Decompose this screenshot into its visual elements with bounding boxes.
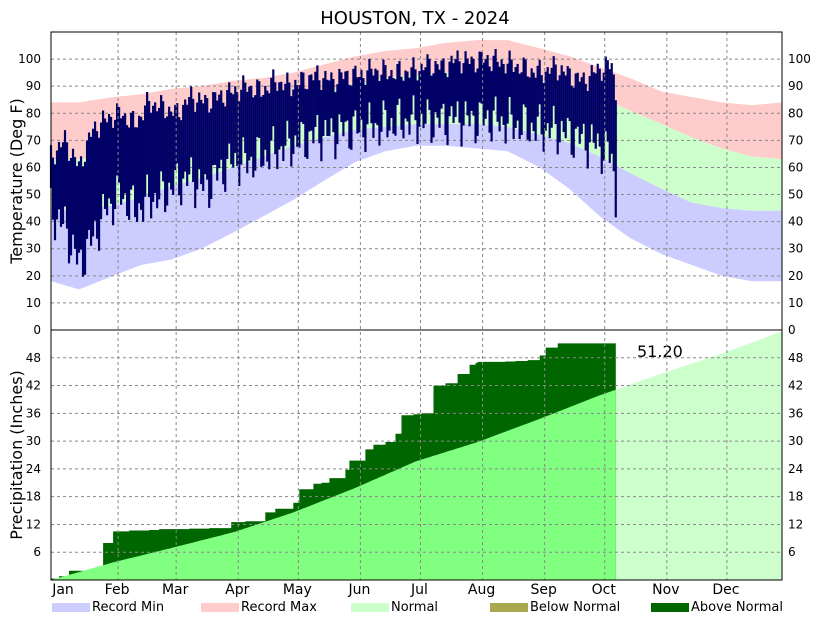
temperature-tick-label-right: 40: [788, 215, 803, 229]
temperature-tick-label-right: 100: [788, 52, 811, 66]
temperature-axis-label: Temperature (Deg F): [7, 98, 26, 265]
legend: Record Min Record Max Normal Below Normal Ab…: [52, 600, 783, 615]
temperature-tick-label-left: 0: [33, 323, 41, 337]
precipitation-tick-label-left: 12: [26, 517, 41, 531]
precipitation-tick-label-left: 30: [26, 434, 41, 448]
precipitation-tick-label-right: 6: [788, 545, 796, 559]
temperature-tick-label-left: 70: [26, 133, 41, 147]
precipitation-tick-label-right: 36: [788, 406, 803, 420]
legend-swatch: [52, 603, 90, 612]
record-min-band: [51, 124, 782, 290]
month-label: Nov: [652, 582, 679, 598]
precipitation-tick-label-left: 18: [26, 490, 41, 504]
legend-label: Record Min: [92, 600, 164, 615]
month-label: Sep: [530, 582, 557, 598]
legend-swatch: [351, 603, 389, 612]
temperature-tick-label-right: 0: [788, 323, 796, 337]
legend-label: Record Max: [241, 600, 317, 615]
temperature-tick-label-right: 60: [788, 160, 803, 174]
temperature-tick-label-right: 90: [788, 79, 803, 93]
month-label: May: [283, 582, 312, 598]
legend-label: Above Normal: [691, 600, 783, 615]
temperature-tick-label-left: 80: [26, 106, 41, 120]
temperature-tick-label-right: 80: [788, 106, 803, 120]
precipitation-tick-label-right: 48: [788, 351, 803, 365]
temperature-tick-label-left: 90: [26, 79, 41, 93]
legend-swatch: [651, 603, 689, 612]
temperature-tick-label-left: 40: [26, 215, 41, 229]
month-label: Jul: [410, 582, 428, 598]
precipitation-tick-label-right: 24: [788, 462, 803, 476]
precipitation-tick-label-right: 12: [788, 517, 803, 531]
normal-precipitation-to-date: [51, 389, 616, 580]
chart-title: HOUSTON, TX - 2024: [320, 8, 509, 29]
temperature-tick-label-right: 50: [788, 188, 803, 202]
temperature-tick-label-left: 60: [26, 160, 41, 174]
month-label: Apr: [225, 582, 249, 598]
month-label: Feb: [105, 582, 130, 598]
temperature-panel: 0 0 10 10 20 20 30 30 40 40 50 50 60 60 70 70 80 80 90 90 10…: [18, 40, 811, 337]
month-axis: Jan Feb Mar Apr May Jun Jul Aug Sep Oct Nov Dec: [51, 582, 739, 598]
temperature-tick-label-right: 70: [788, 133, 803, 147]
precipitation-tick-label-right: 30: [788, 434, 803, 448]
legend-label: Normal: [391, 600, 438, 615]
temperature-tick-label-left: 20: [26, 269, 41, 283]
precipitation-total-label: 51.20: [637, 342, 683, 361]
precipitation-axis-label: Precipitation (Inches): [7, 370, 26, 540]
precipitation-tick-label-left: 24: [26, 462, 41, 476]
precipitation-tick-label-left: 42: [26, 379, 41, 393]
temperature-tick-label-left: 50: [26, 188, 41, 202]
month-label: Jun: [347, 582, 370, 598]
temperature-tick-label-right: 10: [788, 296, 803, 310]
month-label: Oct: [592, 582, 617, 598]
precipitation-tick-label-left: 36: [26, 406, 41, 420]
legend-swatch: [490, 603, 528, 612]
legend-label: Below Normal: [530, 600, 620, 615]
temperature-tick-label-right: 30: [788, 242, 803, 256]
temperature-tick-label-right: 20: [788, 269, 803, 283]
temperature-tick-label-left: 30: [26, 242, 41, 256]
precipitation-panel: 6 6 12 12 18 18 24 24 30 30 36 36 42 42 48 48: [26, 331, 803, 580]
legend-swatch: [201, 603, 239, 612]
precipitation-tick-label-left: 6: [33, 545, 41, 559]
month-label: Dec: [712, 582, 739, 598]
temperature-tick-label-left: 100: [18, 52, 41, 66]
precipitation-tick-label-right: 18: [788, 490, 803, 504]
precipitation-frame: [50, 329, 783, 581]
month-label: Mar: [162, 582, 189, 598]
normal-precipitation-future: [615, 331, 782, 580]
precipitation-tick-label-right: 42: [788, 379, 803, 393]
temperature-tick-label-left: 10: [26, 296, 41, 310]
month-label: Aug: [468, 582, 495, 598]
precipitation-tick-label-left: 48: [26, 351, 41, 365]
month-label: Jan: [51, 582, 74, 598]
